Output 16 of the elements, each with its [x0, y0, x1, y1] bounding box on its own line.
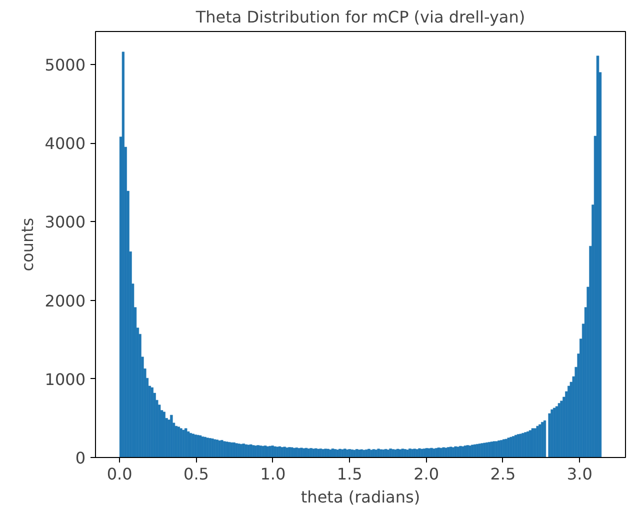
y-tick-label: 4000 [44, 134, 86, 154]
x-tick-label: 2.5 [490, 464, 516, 484]
x-tick-label: 3.0 [566, 464, 592, 484]
y-tick-label: 5000 [44, 56, 86, 75]
y-tick-label: 3000 [44, 212, 86, 232]
y-tick-label: 0 [75, 448, 86, 468]
y-tick-label: 2000 [44, 291, 86, 310]
x-tick-label: 2.0 [414, 464, 440, 484]
x-axis-title: theta (radians) [300, 488, 420, 506]
y-tick-label: 1000 [44, 370, 86, 389]
y-axis-title: counts [18, 218, 37, 272]
x-tick-label: 0.5 [184, 464, 209, 484]
x-tick-label: 1.0 [260, 464, 286, 484]
chart-title: Theta Distribution for mCP (via drell-yan) [194, 8, 526, 26]
x-tick-label: 0.0 [106, 464, 132, 484]
x-tick-label: 1.5 [336, 464, 362, 484]
